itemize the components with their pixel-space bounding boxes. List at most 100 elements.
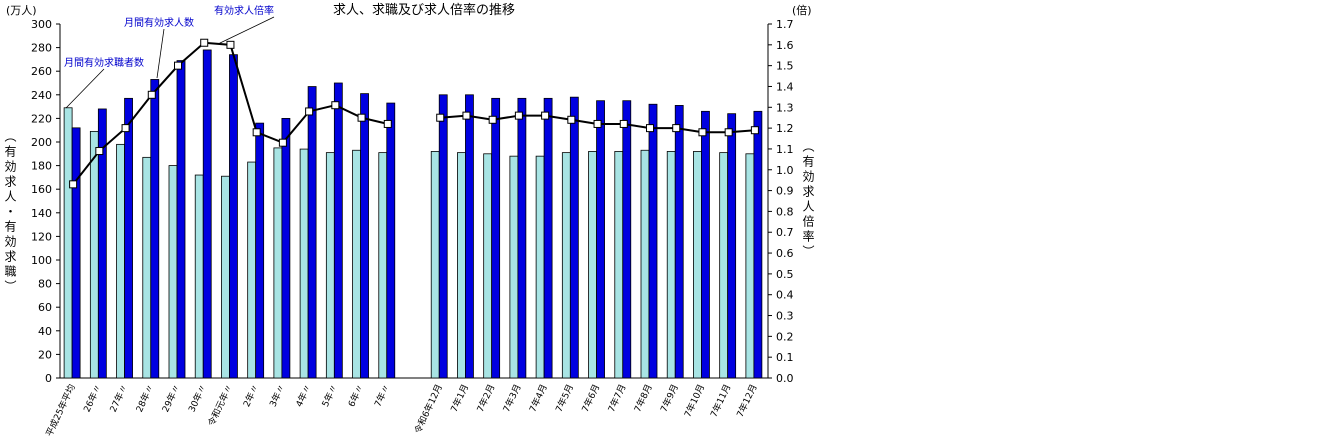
y2-tick-label: 0.3 [776, 310, 794, 323]
point [672, 124, 681, 133]
point [514, 111, 523, 120]
bar [194, 174, 204, 379]
bar [457, 152, 466, 379]
x-tick-label: 29年〃 [159, 382, 182, 414]
point [69, 180, 78, 189]
x-tick-label: 7年11月 [708, 382, 734, 419]
y2-tick-label: 1.7 [776, 18, 794, 31]
x-tick-label: 2年〃 [240, 382, 261, 409]
annotation: 月間有効求人数 [124, 16, 194, 29]
bar [89, 130, 99, 379]
bar [273, 147, 283, 379]
bar [360, 93, 369, 379]
point [383, 119, 392, 128]
x-tick-label: 7年10月 [681, 382, 707, 419]
point [200, 38, 209, 47]
y-tick-label: 160 [31, 183, 52, 196]
y-tick-label: 240 [31, 89, 52, 102]
point [724, 128, 733, 137]
bar [333, 82, 343, 379]
bar [299, 148, 309, 379]
bar [509, 155, 519, 379]
bar [352, 149, 361, 379]
y2-tick-label: 1.3 [776, 101, 794, 114]
x-tick-label: 27年〃 [107, 382, 130, 414]
bar [247, 161, 257, 379]
bar [674, 105, 684, 379]
bar [640, 149, 650, 379]
x-tick-label: 6年〃 [345, 382, 366, 409]
point [698, 128, 707, 137]
bar [535, 155, 545, 379]
bar [281, 118, 291, 379]
y2-tick-label: 0.4 [776, 289, 794, 302]
bar [588, 151, 597, 379]
bar [491, 97, 501, 379]
x-tick-label: 7年4月 [527, 382, 550, 414]
annotation: 有効求人倍率 [214, 4, 274, 17]
bar [666, 151, 676, 379]
y2-tick-label: 0.1 [776, 351, 794, 364]
y2-tick-label: 0.8 [776, 205, 794, 218]
bar [745, 153, 755, 379]
x-tick-label: 7年5月 [553, 382, 576, 414]
x-tick-label: 30年〃 [186, 382, 209, 414]
y-tick-label: 40 [38, 325, 52, 338]
x-tick-label: 3年〃 [267, 382, 288, 409]
y-tick-label: 200 [31, 136, 52, 149]
y2-unit: (倍) [792, 3, 812, 17]
x-tick-label: 7年7月 [605, 382, 628, 414]
bar [202, 49, 212, 379]
bar [386, 102, 396, 379]
y2-tick-label: 0.0 [776, 372, 794, 385]
point [331, 101, 340, 110]
x-tick-label: 7年12月 [734, 382, 760, 419]
point [593, 119, 602, 128]
x-tick-label: 7年〃 [372, 382, 393, 409]
bar [465, 94, 474, 379]
y-tick-label: 180 [31, 160, 52, 173]
bar [142, 156, 152, 379]
annotation: 月間有効求職者数 [64, 56, 144, 69]
y-tick-label: 120 [31, 230, 52, 243]
bar [307, 86, 317, 379]
bar [719, 152, 729, 379]
bar [378, 152, 388, 379]
y2-tick-label: 0.2 [776, 330, 794, 343]
bar [569, 96, 579, 379]
y2-axis-label: （有効求人倍率） [801, 140, 815, 260]
y-tick-label: 80 [38, 278, 52, 291]
point [305, 107, 314, 116]
bar [727, 113, 737, 379]
point [95, 147, 104, 156]
y-tick-label: 300 [31, 18, 52, 31]
point [278, 138, 287, 147]
bar [483, 153, 493, 379]
x-tick-label: 7年8月 [631, 382, 654, 414]
x-tick-label: 令和元年〃 [205, 382, 235, 428]
x-tick-label: 4年〃 [293, 382, 314, 409]
point [750, 126, 759, 135]
x-tick-label: 令和6年12月 [412, 382, 445, 435]
point [174, 61, 182, 70]
bar [221, 175, 230, 379]
point [488, 115, 497, 124]
y-tick-label: 280 [31, 42, 52, 55]
y2-tick-label: 1.2 [776, 122, 794, 135]
y2-tick-label: 0.6 [776, 247, 794, 260]
point [619, 119, 628, 128]
y2-tick-label: 0.5 [776, 268, 794, 281]
point [121, 124, 130, 133]
bar [255, 122, 265, 379]
bar [63, 107, 73, 379]
bar [97, 108, 107, 379]
x-tick-label: 7年9月 [658, 382, 681, 414]
point [226, 40, 235, 49]
y-tick-label: 0 [45, 372, 52, 385]
x-tick-label: 平成25年平均 [43, 382, 78, 438]
point [646, 124, 654, 133]
x-tick-label: 5年〃 [319, 382, 340, 409]
y-unit: (万人) [6, 4, 37, 17]
bar [116, 143, 125, 379]
bar [438, 94, 448, 379]
